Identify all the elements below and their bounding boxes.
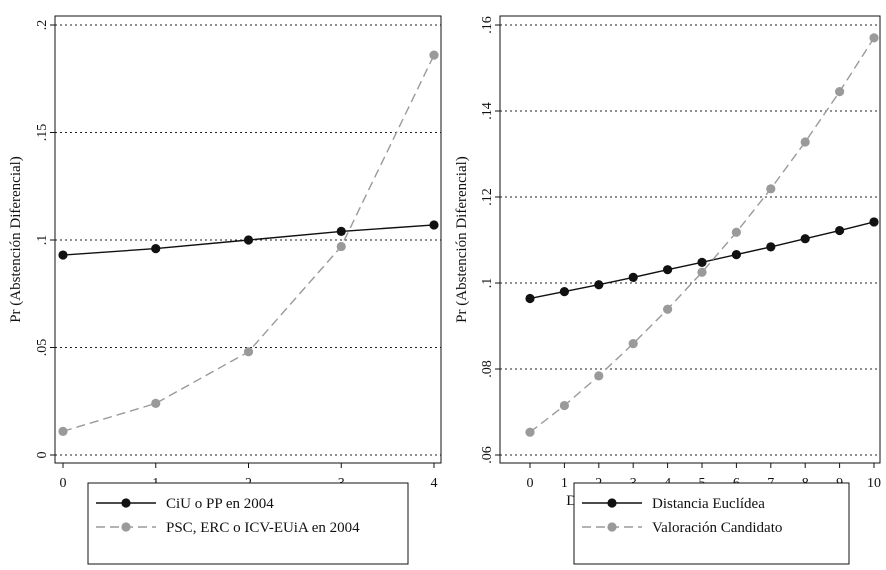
- legend-swatch-marker: [121, 498, 131, 508]
- y-tick-label: .06: [480, 446, 495, 464]
- data-point: [151, 244, 161, 254]
- data-point: [58, 426, 68, 436]
- data-point: [559, 287, 570, 297]
- legend-label: Valoración Candidato: [652, 520, 782, 536]
- y-tick-label: 0: [35, 452, 50, 459]
- x-tick-label: 0: [527, 476, 534, 491]
- x-tick-label: 0: [60, 476, 67, 491]
- data-point: [766, 184, 776, 194]
- data-point: [697, 257, 707, 267]
- y-tick-label: .14: [480, 102, 495, 120]
- series-line-2: [529, 37, 875, 433]
- legend-box: [87, 482, 409, 565]
- legend-label: CiU o PP en 2004: [166, 496, 274, 512]
- data-point: [628, 339, 638, 349]
- chart-2: .06.08.1.12.14.16012345678910Distancia E…: [454, 15, 881, 565]
- data-point: [800, 234, 810, 244]
- y-tick-label: .16: [480, 16, 495, 34]
- legend: CiU o PP en 2004 PSC, ERC o ICV-EUiA en 2…: [87, 482, 409, 565]
- legend-swatch-marker: [607, 498, 617, 508]
- y-tick-label: .08: [480, 360, 495, 378]
- data-point: [594, 371, 604, 381]
- data-point: [766, 242, 776, 252]
- data-point: [835, 225, 845, 236]
- data-point: [628, 272, 638, 283]
- data-point: [731, 250, 742, 260]
- data-point: [663, 265, 673, 275]
- plot-frame: [499, 15, 881, 464]
- data-point: [243, 235, 254, 245]
- data-point: [151, 398, 161, 408]
- data-point: [336, 241, 346, 252]
- data-point: [697, 267, 707, 277]
- y-axis-label: Pr (Abstención Diferencial): [454, 156, 470, 323]
- y-tick-label: .2: [35, 20, 50, 31]
- data-point: [594, 280, 604, 290]
- legend: Distancia Euclídea Valoración Candidato: [573, 482, 850, 565]
- data-point: [731, 227, 742, 237]
- y-axis-label: Pr (Abstención Diferencial): [8, 156, 24, 323]
- y-tick-label: .15: [35, 124, 50, 142]
- x-tick-label: 4: [431, 476, 438, 491]
- legend-swatch-marker: [121, 522, 131, 532]
- data-point: [835, 87, 845, 97]
- data-point: [336, 226, 346, 236]
- data-point: [525, 427, 535, 437]
- data-point: [58, 250, 68, 260]
- data-point: [869, 217, 879, 227]
- data-point: [243, 347, 254, 357]
- data-point: [559, 400, 570, 411]
- data-point: [800, 137, 810, 147]
- y-tick-label: .1: [480, 278, 495, 289]
- data-point: [869, 33, 879, 43]
- legend-label: PSC, ERC o ICV-EUiA en 2004: [166, 520, 360, 536]
- data-point: [429, 50, 439, 60]
- y-tick-label: .05: [35, 339, 50, 357]
- legend-box: [573, 482, 850, 565]
- chart-1: 0.05.1.15.201234Valoración Gestión Gobie…: [8, 15, 442, 565]
- data-point: [525, 293, 535, 304]
- legend-swatch-marker: [607, 522, 617, 532]
- x-tick-label: 1: [561, 476, 568, 491]
- legend-label: Distancia Euclídea: [652, 496, 765, 512]
- x-tick-label: 10: [867, 476, 881, 491]
- data-point: [429, 220, 439, 230]
- y-tick-label: .1: [35, 235, 50, 246]
- y-tick-label: .12: [480, 188, 495, 206]
- data-point: [663, 304, 673, 314]
